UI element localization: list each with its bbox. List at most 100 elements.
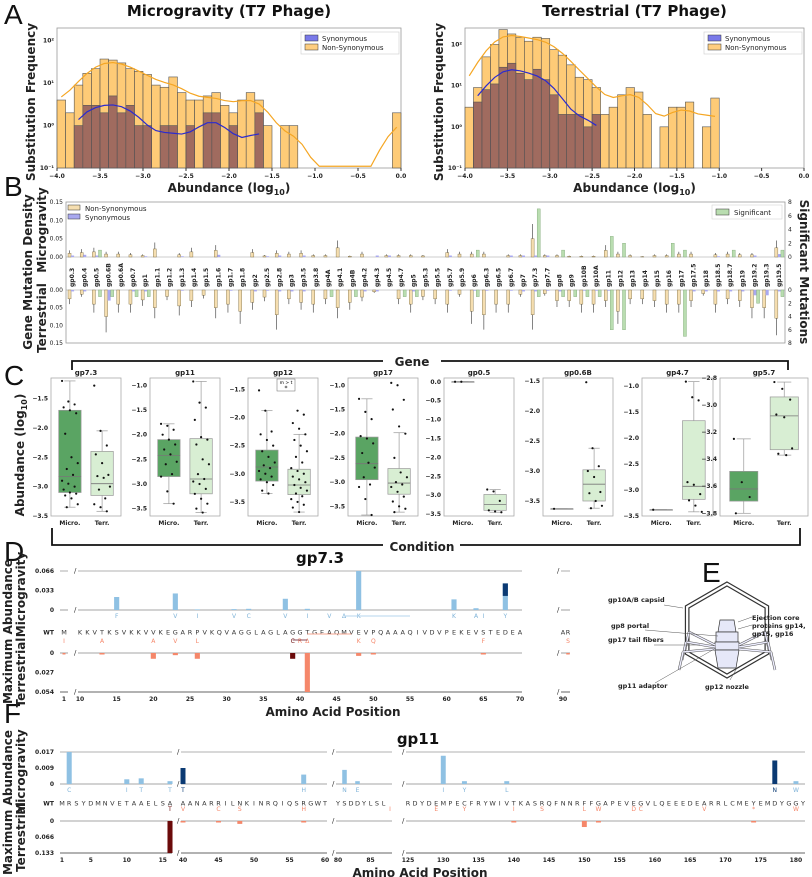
- data-point: [99, 506, 102, 509]
- bar-terr-nonsyn: [494, 289, 498, 305]
- box-terr: [682, 420, 706, 500]
- data-point: [593, 475, 596, 479]
- gene-tick-label: gp5.7: [447, 268, 454, 287]
- bar-microgravity: [172, 593, 178, 610]
- y-tick-label: 10¹: [43, 80, 54, 87]
- bar-micro-syn: [521, 255, 525, 257]
- leader-core-2: [737, 624, 753, 630]
- bar-synonymous: [211, 112, 221, 169]
- bar-nonsynonymous: [151, 84, 161, 169]
- wt-residue: E: [496, 629, 500, 637]
- bar-micro-syn: [71, 255, 75, 257]
- wt-residue: N: [103, 800, 108, 808]
- bar-terr-syn: [692, 290, 696, 292]
- t7-phage-diagram: gp10A/B capsid gp8 portal gp17 tail fibers…: [608, 581, 806, 691]
- bar-terr-nonsyn: [287, 289, 291, 300]
- terr-substitution-label: V: [702, 806, 707, 813]
- panel-letter-b: B: [4, 171, 23, 202]
- bar-synonymous: [473, 101, 483, 169]
- y-tick-label-bottom: 0: [50, 650, 54, 657]
- wt-label: WT: [43, 630, 55, 637]
- wt-residue: P: [611, 800, 615, 808]
- wt-residue: G: [786, 800, 791, 808]
- data-point: [201, 458, 204, 461]
- y-tick-label-bottom: 0.066: [35, 834, 54, 841]
- wt-residue: D: [503, 629, 508, 637]
- bar-terr-nonsyn: [640, 289, 645, 300]
- data-point: [588, 492, 591, 495]
- label-ejection-core: gp15, gp16: [752, 630, 794, 638]
- data-point: [161, 433, 164, 436]
- bar-synonymous: [91, 105, 101, 169]
- bar-terr-syn: [534, 290, 538, 292]
- wt-residue: A: [386, 629, 391, 637]
- wt-residue: K: [210, 629, 215, 637]
- data-point: [500, 511, 503, 514]
- label-capsid: gp10A/B capsid: [608, 596, 665, 604]
- box-terr: [189, 438, 213, 495]
- x-tick-label: 1: [62, 696, 66, 703]
- micro-substitution-label: C: [247, 613, 251, 620]
- wt-residue: A: [202, 800, 207, 808]
- axis-break: /: [74, 649, 77, 657]
- bar-synonymous: [507, 62, 517, 169]
- data-point: [102, 476, 105, 479]
- wt-residue: G: [246, 629, 251, 637]
- bar-terr-nonsyn: [689, 289, 693, 301]
- bar-micro-nonsyn: [457, 253, 462, 258]
- data-point: [699, 493, 702, 496]
- panel-letter-d: D: [4, 536, 24, 567]
- panel-letter-e: E: [702, 557, 721, 588]
- x-tick-label: −2.5: [178, 173, 194, 180]
- x-tick-label: 145: [543, 857, 556, 864]
- gene-tick-label: gp6.3: [483, 268, 490, 287]
- data-point: [107, 473, 110, 476]
- axis-break: /: [177, 849, 180, 857]
- chart-title: gp11: [397, 730, 439, 748]
- bar-nonsynonymous: [608, 106, 618, 169]
- bar-terrestrial: [150, 653, 156, 659]
- bar-micro-nonsyn: [214, 250, 218, 258]
- x-tick-label: 25: [186, 696, 194, 703]
- gene-tick-label: gp17: [678, 270, 685, 287]
- y-tick-label: 10²: [43, 38, 54, 45]
- wt-residue: P: [371, 629, 375, 637]
- x-tick-label: 155: [613, 857, 626, 864]
- bar-micro-significant: [780, 249, 785, 258]
- x-tick-label: 80: [334, 857, 342, 864]
- bar-terr-nonsyn: [555, 289, 559, 301]
- legend-label-nonsynonymous: Non-Synonymous: [725, 44, 787, 52]
- wt-residue: N: [195, 800, 200, 808]
- wt-residue: A: [261, 629, 266, 637]
- data-point: [585, 381, 588, 384]
- box-terr: [90, 451, 114, 496]
- wt-residue: G: [239, 629, 244, 637]
- data-point: [96, 474, 99, 478]
- terr-substitution-label: S: [540, 806, 544, 813]
- wt-residue: E: [467, 629, 471, 637]
- data-point: [207, 463, 211, 466]
- box-micro: [729, 471, 759, 502]
- bar-micro-syn: [448, 255, 452, 257]
- gene-axis-label: Gene: [395, 355, 430, 369]
- bar-terr-nonsyn: [226, 289, 230, 305]
- wt-residue: R: [209, 800, 214, 808]
- data-point: [104, 497, 107, 500]
- bar-synonymous: [108, 95, 118, 169]
- wt-residue: M: [59, 800, 65, 808]
- wt-residue: Y: [419, 800, 424, 808]
- data-point: [164, 463, 167, 466]
- bar-micro-significant: [476, 249, 480, 258]
- bar-synonymous: [73, 125, 84, 169]
- x-tick-label: 0.0: [799, 173, 810, 180]
- bar-terr-nonsyn: [299, 289, 303, 303]
- data-point: [781, 387, 784, 390]
- y-axis-label: Maximum Abundance: [1, 730, 15, 875]
- bar-micro-nonsyn: [543, 255, 547, 258]
- y-tick-label: −3.5: [329, 503, 345, 510]
- data-point: [302, 472, 305, 475]
- bar-synonymous: [549, 94, 559, 169]
- bar-microgravity: [356, 571, 362, 610]
- wt-residue: V: [110, 800, 115, 808]
- x-axis-label: Amino Acid Position: [352, 866, 487, 877]
